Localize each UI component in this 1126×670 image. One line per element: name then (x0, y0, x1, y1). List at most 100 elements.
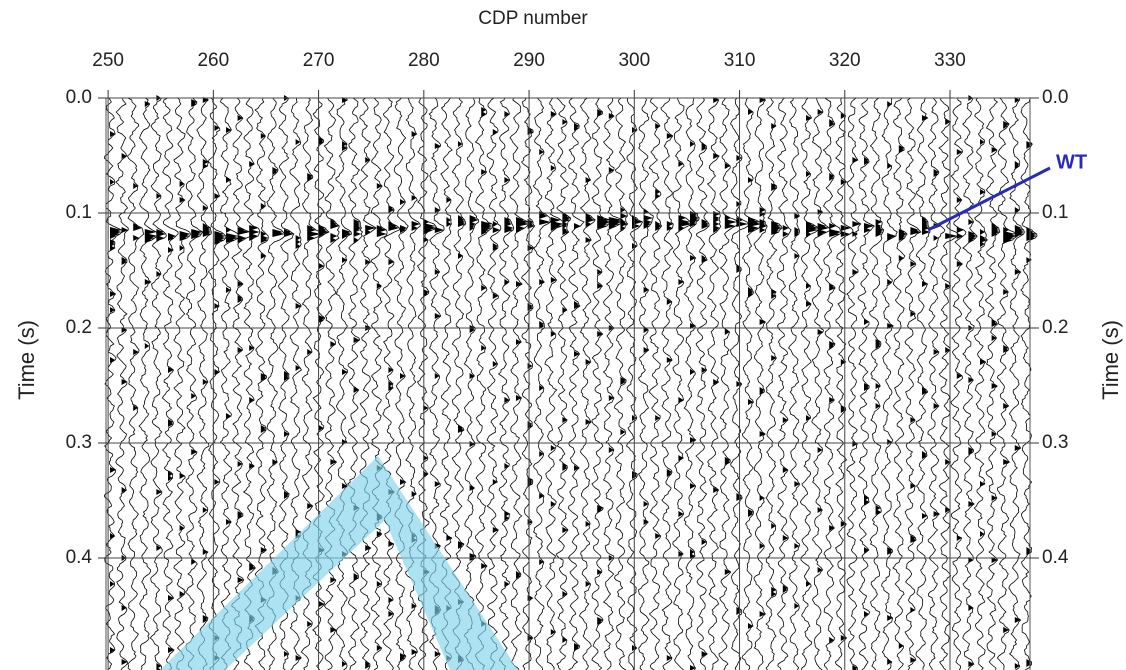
trace (776, 97, 792, 670)
y2-tick-label: 0.4 (1042, 547, 1069, 568)
annotation-line (927, 166, 1051, 232)
trace (219, 97, 239, 670)
trace-fill (191, 99, 203, 565)
trace (254, 97, 269, 670)
trace (520, 97, 536, 670)
trace-fill (295, 139, 302, 661)
trace (602, 97, 624, 670)
trace (962, 97, 978, 670)
trace-fill (492, 129, 501, 533)
x-tick-label: 260 (197, 50, 229, 71)
trace-fill (608, 113, 624, 561)
trace (996, 97, 1019, 670)
trace (567, 97, 585, 670)
trace (753, 97, 768, 670)
trace-fill (968, 95, 978, 667)
trace-fill (550, 111, 565, 635)
y2-axis-title: Time (s) (1098, 320, 1123, 400)
trace-fill (237, 115, 250, 583)
trace (173, 97, 191, 670)
trace (984, 97, 1001, 670)
x-tick-label: 310 (724, 50, 756, 71)
trace-fill (620, 207, 628, 435)
trace (509, 97, 530, 670)
trace (196, 97, 212, 670)
x-tick-label: 330 (934, 50, 966, 71)
trace (625, 97, 644, 670)
trace (486, 97, 502, 670)
watermark (160, 456, 518, 670)
trace (950, 97, 967, 670)
trace (323, 97, 340, 670)
x-tick-label: 290 (513, 50, 545, 71)
trace-fill (748, 109, 762, 629)
y2-tick-label: 0.2 (1042, 317, 1068, 338)
trace-fill (133, 183, 142, 411)
trace (695, 97, 710, 670)
x-tick-label: 270 (303, 50, 335, 71)
trace (532, 97, 552, 670)
trace (161, 97, 179, 670)
trace-fill (434, 143, 444, 657)
trace-fill (423, 219, 437, 575)
trace-fill (898, 145, 908, 649)
y2-tick-label: 0.1 (1042, 202, 1068, 223)
trace (1008, 97, 1025, 670)
trace-fill (806, 115, 820, 587)
trace-fill (736, 155, 749, 615)
trace-fill (956, 149, 964, 541)
trace-fill (991, 147, 1000, 563)
trace (799, 97, 820, 670)
trace (544, 97, 565, 670)
trace (555, 97, 572, 670)
trace-fill (156, 95, 166, 670)
trace (370, 97, 388, 670)
trace-fill (214, 125, 226, 661)
y-axis-title: Time (s) (14, 320, 39, 400)
trace (149, 97, 167, 670)
trace-fill (678, 161, 693, 557)
trace (811, 97, 832, 670)
trace-fill (922, 115, 930, 519)
trace (497, 97, 515, 670)
trace (231, 97, 254, 670)
trace-fill (585, 177, 596, 587)
y2-tick-label: 0.3 (1042, 432, 1068, 453)
trace (463, 97, 480, 670)
trace (857, 97, 875, 670)
trace (405, 97, 421, 670)
trace (672, 97, 694, 670)
axes: 250 260 270 280 290 300 310 320 330 0.0 0.0 0.1 0.1 0… (66, 50, 1087, 670)
trace (660, 97, 674, 670)
trace-fill (562, 119, 571, 643)
trace-fill (655, 123, 662, 539)
trace (765, 97, 783, 670)
trace-fill (933, 169, 941, 517)
trace-fill (284, 95, 294, 657)
trace (718, 97, 739, 670)
trace (637, 97, 654, 670)
trace (335, 97, 352, 670)
x-tick-label: 300 (618, 50, 650, 71)
trace-fill (318, 137, 329, 607)
trace (822, 97, 843, 670)
trace (1020, 97, 1038, 670)
trace (869, 97, 885, 670)
trace-fill (144, 101, 158, 349)
trace-fill (481, 107, 493, 627)
trace (347, 97, 364, 670)
trace-fill (643, 209, 654, 525)
trace-fill (910, 227, 921, 663)
y2-tick-label: 0.0 (1042, 87, 1068, 108)
trace (579, 97, 596, 670)
x-axis-title: CDP number (478, 8, 588, 29)
trace (683, 97, 700, 670)
trace-fill (1026, 141, 1037, 667)
trace (103, 97, 123, 670)
trace (614, 97, 629, 670)
trace (127, 97, 145, 670)
y-tick-label: 0.0 (66, 87, 92, 108)
trace-fill (179, 181, 191, 597)
trace-fill (376, 183, 387, 651)
